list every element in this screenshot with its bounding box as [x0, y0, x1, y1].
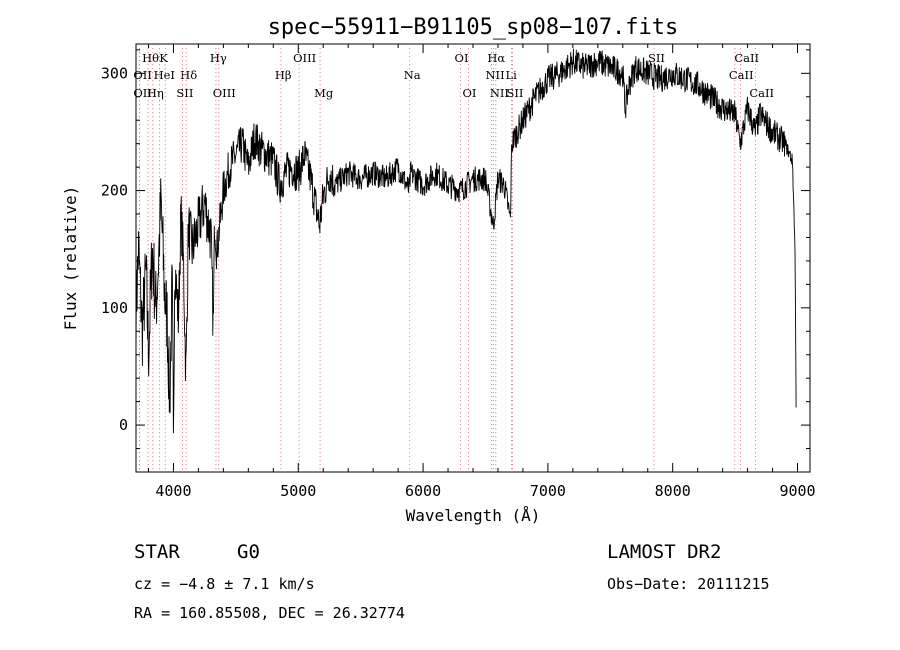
x-axis-label: Wavelength (Å)	[406, 506, 541, 525]
line-marker-label-1: K	[159, 51, 168, 65]
line-marker-label-14: OI	[455, 51, 469, 65]
y-tick-label-300: 300	[101, 64, 128, 82]
x-tick-label-6000: 6000	[405, 482, 441, 500]
line-marker-label-17: NII	[485, 68, 504, 82]
coordinates: RA = 160.85508, DEC = 26.32774	[134, 604, 405, 622]
line-marker-label-18: NII	[490, 86, 509, 100]
x-tick-label-7000: 7000	[530, 482, 566, 500]
line-marker-label-2: OII	[133, 68, 152, 82]
y-tick-label-200: 200	[101, 182, 128, 200]
line-marker-label-8: Hγ	[210, 51, 227, 65]
line-marker-label-16: Hα	[487, 51, 505, 65]
survey-name: LAMOST DR2	[607, 541, 722, 563]
line-marker-label-10: Hβ	[275, 68, 292, 82]
line-marker-label-13: Na	[404, 68, 421, 82]
line-marker-label-7: SII	[176, 86, 193, 100]
y-axis-label: Flux (relative)	[61, 186, 80, 331]
object-subclass: G0	[237, 541, 260, 563]
line-marker-label-24: CaII	[749, 86, 774, 100]
line-marker-label-0: Hθ	[142, 51, 159, 65]
spectrum-line	[135, 48, 797, 434]
line-marker-label-20: SII	[506, 86, 523, 100]
x-tick-label-8000: 8000	[655, 482, 691, 500]
line-marker-label-22: CaII	[734, 51, 759, 65]
x-tick-label-9000: 9000	[779, 482, 815, 500]
line-marker-label-12: Mg	[314, 86, 334, 100]
line-marker-label-3: HeI	[154, 68, 175, 82]
redshift-readout: cz = −4.8 ± 7.1 km/s	[134, 575, 315, 593]
line-marker-label-9: OIII	[213, 86, 236, 100]
line-marker-label-11: OIII	[293, 51, 316, 65]
y-tick-label-0: 0	[119, 416, 128, 434]
line-marker-label-23: CaII	[729, 68, 754, 82]
object-class: STAR	[134, 541, 180, 563]
line-marker-label-19: Li	[505, 68, 517, 82]
line-marker-label-5: Hη	[147, 86, 164, 100]
y-tick-label-100: 100	[101, 299, 128, 317]
line-marker-label-21: SII	[648, 51, 665, 65]
x-tick-label-4000: 4000	[155, 482, 191, 500]
obs-date: Obs−Date: 20111215	[607, 575, 770, 593]
plot-frame	[135, 43, 811, 473]
x-tick-label-5000: 5000	[280, 482, 316, 500]
line-marker-label-15: OI	[463, 86, 477, 100]
line-marker-label-6: Hδ	[180, 68, 197, 82]
chart-title: spec−55911−B91105_sp08−107.fits	[268, 15, 679, 40]
